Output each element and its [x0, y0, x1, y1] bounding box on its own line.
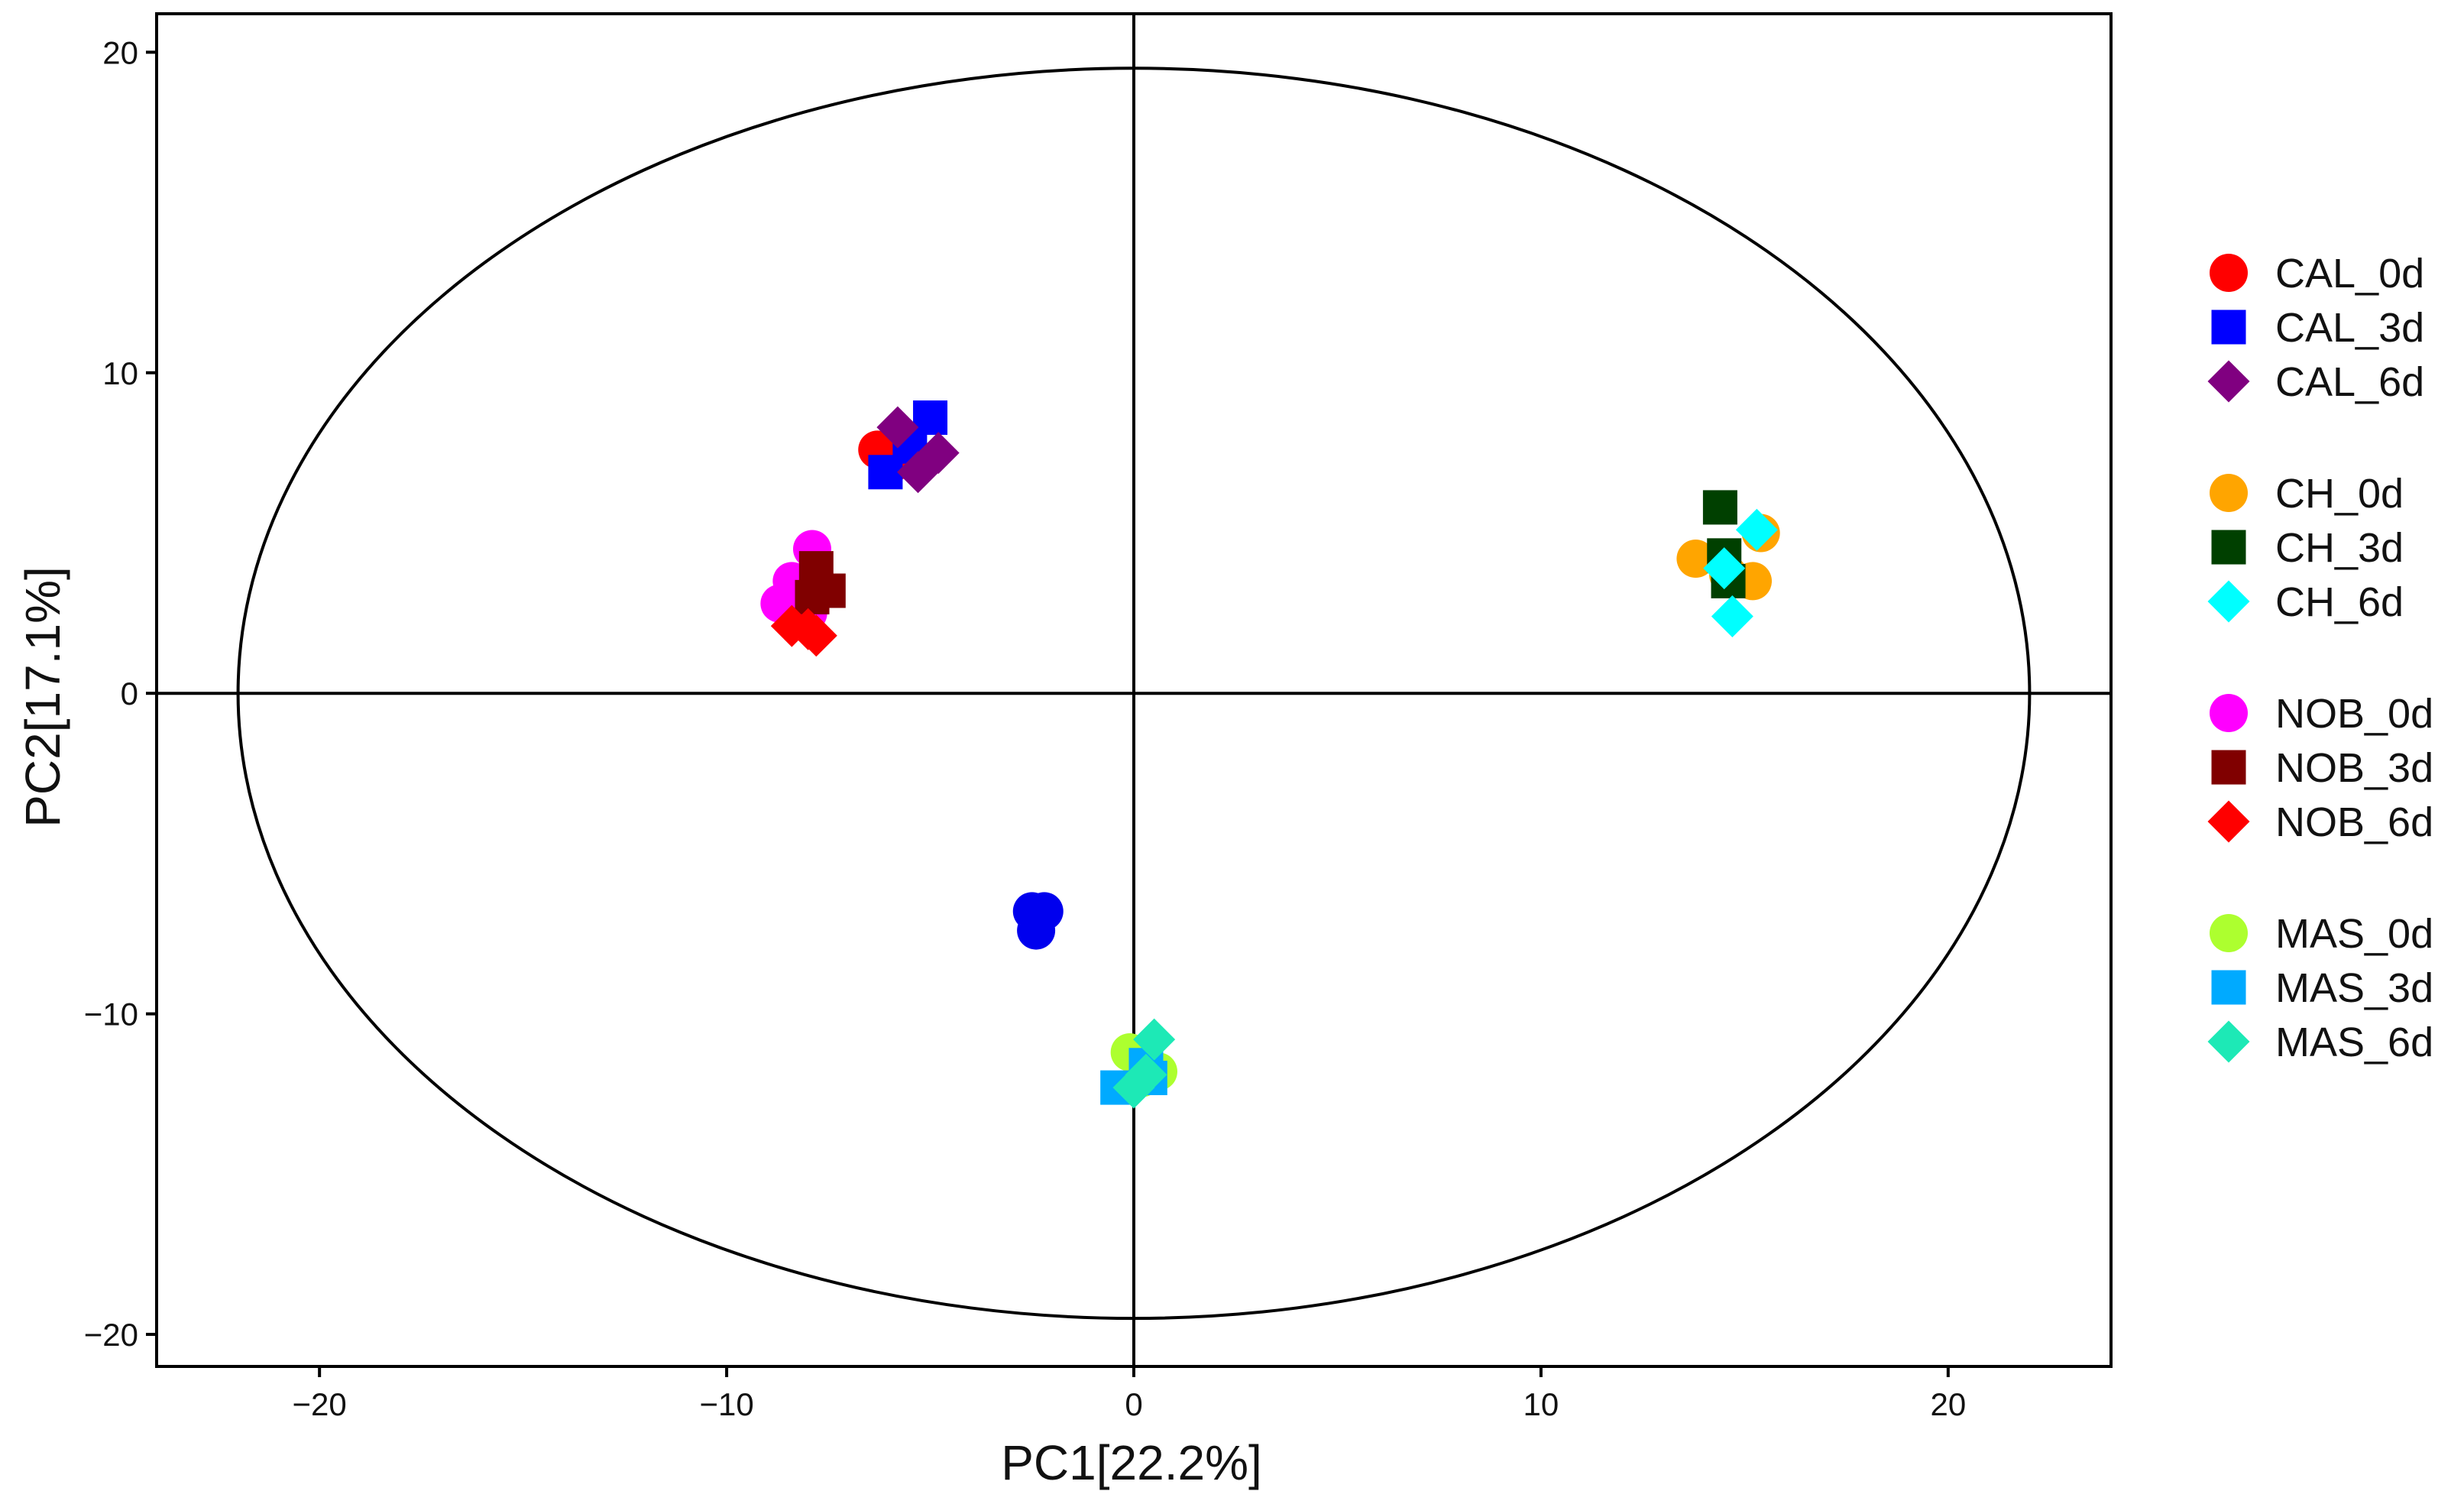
point-cal-6d-3 [897, 451, 940, 494]
legend-label-ch-0d: CH_0d [2275, 471, 2404, 517]
x-tick-label: 10 [1523, 1386, 1559, 1422]
legend-marker-ch-0d [2210, 474, 2248, 512]
point-cal-3d-1 [913, 400, 948, 435]
legend-label-cal-6d: CAL_6d [2275, 359, 2424, 405]
legend-marker-mas-6d [2207, 1020, 2250, 1063]
legend-label-nob-6d: NOB_6d [2275, 799, 2433, 845]
point-cal-3d-3 [868, 455, 903, 490]
legend-label-nob-0d: NOB_0d [2275, 691, 2433, 737]
point-nob-6d-3 [795, 614, 837, 657]
point-nob-3d-3 [795, 579, 830, 614]
x-tick-label: 20 [1930, 1386, 1966, 1422]
legend-marker-ch-6d [2207, 580, 2250, 623]
y-tick-label: −20 [84, 1317, 138, 1353]
legend-label-mas-6d: MAS_6d [2275, 1019, 2433, 1065]
x-tick-label: −20 [293, 1386, 347, 1422]
legend-marker-cal-0d [2210, 254, 2248, 292]
x-tick-label: −10 [699, 1386, 753, 1422]
x-tick-label: 0 [1125, 1386, 1142, 1422]
legend-marker-cal-6d [2207, 360, 2250, 403]
plot-area [157, 14, 2111, 1366]
legend-label-mas-3d: MAS_3d [2275, 965, 2433, 1011]
y-axis-title: PC2[17.1%] [15, 566, 70, 828]
point-unlabeled-3 [1017, 911, 1056, 950]
legend-label-cal-3d: CAL_3d [2275, 305, 2424, 351]
legend: CAL_0d CAL_3d CAL_6d CH_0d CH_3d CH_6d NOB_0d N… [2207, 251, 2433, 1065]
y-tick-label: −10 [84, 997, 138, 1032]
legend-marker-nob-3d [2211, 750, 2246, 785]
legend-marker-mas-3d [2211, 970, 2246, 1005]
y-tick-label: 20 [102, 34, 138, 70]
legend-label-mas-0d: MAS_0d [2275, 911, 2433, 957]
legend-label-cal-0d: CAL_0d [2275, 251, 2424, 297]
point-ch-6d-2 [1703, 547, 1746, 590]
point-ch-6d-1 [1735, 508, 1778, 551]
legend-marker-ch-3d [2211, 530, 2246, 565]
y-tick-label: 10 [102, 355, 138, 391]
point-mas-6d-3 [1112, 1066, 1155, 1109]
legend-marker-mas-0d [2210, 914, 2248, 952]
legend-label-nob-3d: NOB_3d [2275, 745, 2433, 791]
point-ch-6d-3 [1711, 595, 1753, 638]
legend-label-ch-3d: CH_3d [2275, 525, 2404, 571]
legend-label-ch-6d: CH_6d [2275, 579, 2404, 625]
y-tick-label: 0 [121, 676, 138, 711]
point-mas-6d-1 [1133, 1018, 1176, 1061]
x-axis-title: PC1[22.2%] [1001, 1435, 1262, 1490]
point-cal-6d-1 [876, 406, 919, 449]
legend-marker-nob-0d [2210, 694, 2248, 732]
legend-marker-nob-6d [2207, 800, 2250, 843]
legend-marker-cal-3d [2211, 310, 2246, 345]
point-ch-3d-1 [1702, 490, 1737, 525]
axes: −20 −10 0 10 20 −20 −10 0 10 20 [84, 12, 2113, 1422]
